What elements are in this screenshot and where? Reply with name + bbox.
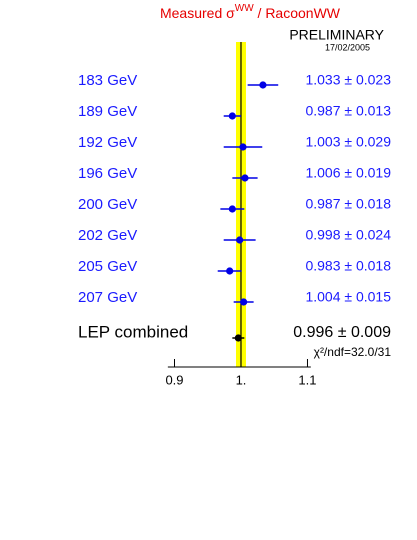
value-label: 1.003 ± 0.029	[305, 134, 391, 150]
x-tick-label: 1.1	[298, 372, 316, 387]
annotation: χ²/ndf=32.0/31	[314, 345, 392, 359]
point	[259, 81, 267, 89]
combined-label: LEP combined	[78, 322, 188, 341]
point	[234, 334, 242, 342]
row-label: 192 GeV	[78, 134, 137, 151]
point	[228, 205, 236, 213]
value-label: 1.033 ± 0.023	[305, 72, 391, 88]
row-label: 196 GeV	[78, 165, 137, 182]
value-label: 0.983 ± 0.018	[305, 258, 391, 274]
point	[240, 298, 248, 306]
value-label: 0.998 ± 0.024	[305, 227, 391, 243]
title-text: Measured σ	[160, 5, 235, 21]
date-label: 17/02/2005	[325, 42, 370, 52]
x-tick-label: 1.	[236, 372, 247, 387]
point	[239, 143, 247, 151]
value-label: 0.987 ± 0.013	[305, 103, 391, 119]
row-label: 205 GeV	[78, 258, 137, 275]
title-superscript: WW	[235, 3, 254, 14]
row-label: 202 GeV	[78, 227, 137, 244]
point	[241, 174, 249, 182]
row-label: 207 GeV	[78, 289, 137, 306]
point	[226, 267, 234, 275]
row-label: 183 GeV	[78, 72, 137, 89]
status-label: PRELIMINARY	[289, 27, 384, 43]
value-label: 0.987 ± 0.018	[305, 196, 391, 212]
row-label: 189 GeV	[78, 103, 137, 120]
point	[228, 112, 236, 120]
value-label: 1.004 ± 0.015	[305, 289, 391, 305]
value-label: 1.006 ± 0.019	[305, 165, 391, 181]
x-tick-label: 0.9	[165, 372, 183, 387]
title-text: / RacoonWW	[254, 5, 341, 21]
combined-value-label: 0.996 ± 0.009	[293, 324, 391, 341]
row-label: 200 GeV	[78, 196, 137, 213]
chart-title: Measured σWW / RacoonWW	[160, 3, 341, 21]
point	[236, 236, 244, 244]
